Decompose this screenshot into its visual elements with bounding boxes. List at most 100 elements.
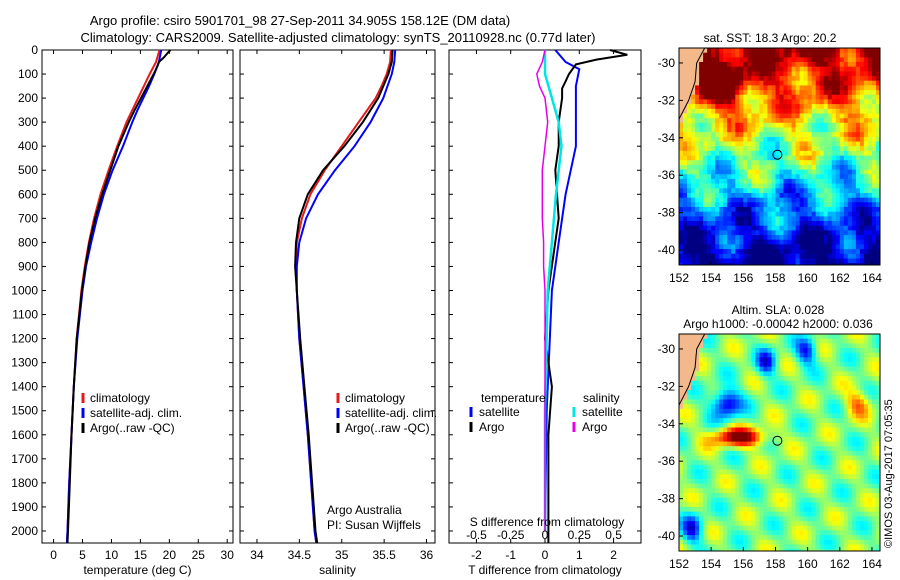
legend-label: Argo bbox=[582, 420, 608, 434]
map-x-tick-label: 154 bbox=[701, 271, 721, 285]
map-x-tick-label: 154 bbox=[701, 557, 721, 571]
map-y-tick-label: -38 bbox=[658, 206, 676, 220]
x-tick-label: 15 bbox=[134, 548, 148, 562]
legend-header: temperature bbox=[481, 391, 546, 405]
y-tick-label: 1100 bbox=[12, 308, 38, 322]
map-y-tick-label: -30 bbox=[658, 342, 676, 356]
y-tick-label: 500 bbox=[18, 163, 38, 177]
x-axis-label: T difference from climatology bbox=[468, 563, 622, 577]
y-tick-label: 0 bbox=[31, 43, 38, 57]
map-x-tick-label: 158 bbox=[765, 557, 785, 571]
annotation-text: Argo Australia bbox=[327, 503, 402, 517]
legend-label: Argo(..raw -QC) bbox=[345, 421, 430, 435]
y-tick-label: 100 bbox=[18, 67, 38, 81]
coastline bbox=[679, 48, 706, 121]
map-x-tick-label: 152 bbox=[669, 557, 689, 571]
series-line-salinity-satellite bbox=[543, 50, 563, 531]
figure-title-line-1: Argo profile: csiro 5901701_98 27-Sep-20… bbox=[90, 13, 510, 28]
y-tick-label: 600 bbox=[18, 187, 38, 201]
annotation-text: PI: Susan Wijffels bbox=[327, 518, 421, 532]
x-tick-label: 20 bbox=[163, 548, 177, 562]
map-panel-1: 152 154 156 158 160 162 164 -30 -32 -34 -36 -38 -40 s… bbox=[658, 31, 883, 285]
y-tick-label: 700 bbox=[18, 211, 38, 225]
x-tick-label: -1 bbox=[505, 548, 516, 562]
legend-label: Argo(..raw -QC) bbox=[90, 421, 175, 435]
y-tick-label: 1600 bbox=[11, 428, 38, 442]
map-y-tick-label: -38 bbox=[658, 492, 676, 506]
map-y-tick-label: -34 bbox=[658, 131, 676, 145]
map-y-tick-label: -34 bbox=[658, 417, 676, 431]
y-tick-label: 300 bbox=[18, 115, 38, 129]
map-x-tick-label: 160 bbox=[798, 271, 818, 285]
x-tick-label: 34.5 bbox=[288, 548, 312, 562]
map-x-tick-label: 162 bbox=[830, 557, 850, 571]
legend-label: climatology bbox=[345, 391, 405, 405]
x-tick-label: 1 bbox=[576, 548, 583, 562]
x2-tick-label: 0 bbox=[542, 528, 549, 542]
x-tick-label: 10 bbox=[105, 548, 119, 562]
series-line-temperature-satellite bbox=[544, 49, 581, 532]
map-y-tick-label: -40 bbox=[658, 529, 676, 543]
x-tick-label: 25 bbox=[192, 548, 206, 562]
x-tick-label: 35 bbox=[335, 548, 349, 562]
x-axis-label: salinity bbox=[319, 563, 356, 577]
x-tick-label: 34 bbox=[250, 548, 264, 562]
profile-panel-2: 34 34.5 35 35.5 36 salinity climatologysatelli… bbox=[239, 49, 437, 577]
x2-tick-label: -0.25 bbox=[497, 528, 525, 542]
y-tick-label: 1700 bbox=[11, 452, 38, 466]
map-y-tick-label: -40 bbox=[658, 243, 676, 257]
y-tick-label: 200 bbox=[18, 91, 38, 105]
x-tick-label: 0 bbox=[542, 548, 549, 562]
map-y-tick-label: -36 bbox=[658, 168, 676, 182]
map-y-tick-label: -36 bbox=[658, 454, 676, 468]
series-line-argo-raw-qc- bbox=[294, 49, 394, 544]
x-tick-label: 30 bbox=[221, 548, 235, 562]
legend-label: satellite bbox=[479, 405, 520, 419]
y-tick-label: 800 bbox=[18, 235, 38, 249]
map-x-tick-label: 156 bbox=[733, 557, 753, 571]
map-x-tick-label: 160 bbox=[798, 557, 818, 571]
legend-label: climatology bbox=[90, 391, 150, 405]
map-x-tick-label: 158 bbox=[765, 271, 785, 285]
y-tick-label: 1800 bbox=[11, 476, 38, 490]
x2-axis-label: S difference from climatology bbox=[470, 515, 625, 529]
map-y-tick-label: -32 bbox=[658, 379, 676, 393]
y-tick-label: 1900 bbox=[11, 500, 38, 514]
series-line-argo-raw-qc- bbox=[66, 49, 172, 544]
coastline bbox=[679, 334, 706, 407]
legend-label: satellite bbox=[582, 405, 623, 419]
x2-tick-label: 0.5 bbox=[605, 528, 622, 542]
map-panel-2: 152 154 156 158 160 162 164 -30 -32 -34 -36 -38 -40 A… bbox=[658, 303, 883, 571]
legend-label: satellite-adj. clim. bbox=[345, 406, 437, 420]
map-x-tick-label: 164 bbox=[862, 271, 882, 285]
x-tick-label: 36 bbox=[420, 548, 434, 562]
map-x-tick-label: 162 bbox=[830, 271, 850, 285]
map-y-tick-label: -32 bbox=[658, 93, 676, 107]
profile-panel-3: -2 -1 0 1 2T difference from climatology -0.5… bbox=[448, 49, 642, 577]
legend-label: satellite-adj. clim. bbox=[90, 406, 182, 420]
map-title: Altim. SLA: 0.028 bbox=[732, 303, 825, 317]
map-x-tick-label: 152 bbox=[669, 271, 689, 285]
series-line-salinity-argo bbox=[536, 49, 549, 531]
argo-position-marker bbox=[772, 149, 783, 160]
map-x-tick-label: 156 bbox=[733, 271, 753, 285]
map-field bbox=[679, 334, 880, 551]
series-line-temperature-argo bbox=[543, 49, 628, 543]
map-title: sat. SST: 18.3 Argo: 20.2 bbox=[704, 31, 837, 45]
map-frame bbox=[678, 333, 881, 552]
y-tick-label: 1000 bbox=[11, 283, 38, 297]
y-tick-label: 1200 bbox=[11, 332, 38, 346]
y-tick-label: 1300 bbox=[11, 356, 38, 370]
map-x-tick-label: 164 bbox=[862, 557, 882, 571]
x2-tick-label: -0.5 bbox=[466, 528, 487, 542]
plot-frame bbox=[41, 49, 234, 544]
x2-tick-label: 0.25 bbox=[568, 528, 592, 542]
y-tick-label: 900 bbox=[18, 259, 38, 273]
legend-header: salinity bbox=[583, 391, 620, 405]
map-field bbox=[679, 48, 880, 265]
y-tick-label: 1400 bbox=[11, 380, 38, 394]
x-tick-label: -2 bbox=[471, 548, 482, 562]
legend-label: Argo bbox=[479, 420, 505, 434]
y-tick-label: 2000 bbox=[11, 524, 38, 538]
